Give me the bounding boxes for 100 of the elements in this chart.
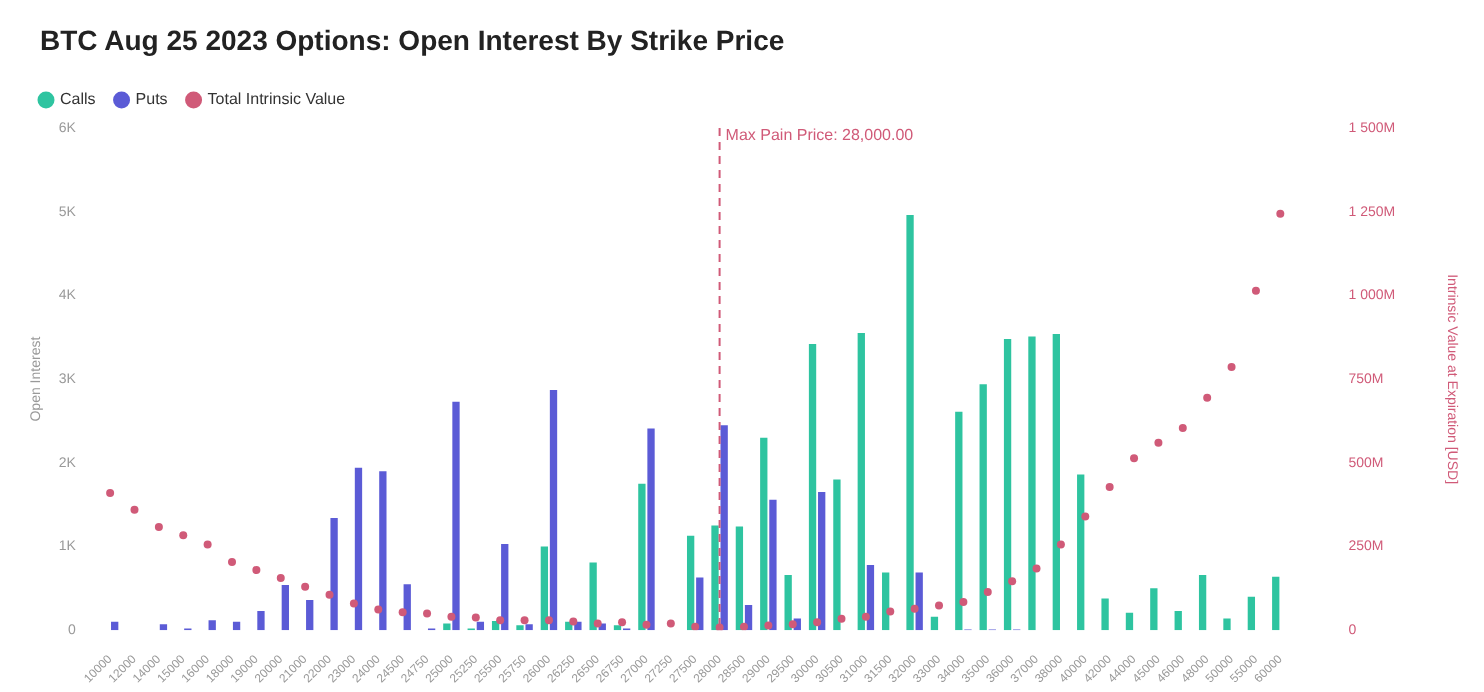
point [813,618,822,627]
point [520,616,529,625]
bar [232,621,241,631]
bar [769,499,777,631]
bar [589,562,597,631]
bar [501,544,509,631]
point [959,598,968,607]
point [1178,423,1187,432]
point [666,619,675,628]
ref-line-label: Max Pain Price: 28,000.00 [725,126,915,145]
point [1105,482,1114,491]
bar [516,625,524,631]
point [398,608,407,617]
legend-label: Total Intrinsic Value [207,90,347,109]
point [691,622,700,631]
bar [525,624,533,631]
bar [882,572,890,631]
point [1203,393,1212,402]
bar [549,389,558,631]
point [179,531,188,540]
bar [760,437,768,631]
point [739,622,748,631]
point [276,573,285,582]
bar [379,471,387,631]
point [618,618,627,627]
point [154,523,163,532]
point [301,582,310,591]
bar [857,333,865,631]
bar [281,585,289,631]
point [1251,286,1260,295]
bar [443,623,451,631]
bar [818,492,826,631]
bar [1150,588,1158,631]
bar [1272,576,1280,631]
bar [735,526,744,631]
bar [257,610,265,631]
point [1154,438,1163,447]
point [374,605,383,614]
legend-label: Calls [60,90,96,109]
bar [1174,610,1182,631]
point [349,599,358,608]
point [715,623,724,631]
point [325,590,334,599]
point [1227,363,1236,372]
bar [111,621,119,631]
point [423,609,432,618]
bar [955,411,963,631]
point [935,601,944,610]
bar [833,479,841,631]
point [130,505,139,514]
point [886,607,895,616]
point [642,620,651,629]
legend-label: Puts [135,90,168,109]
bar [1125,612,1134,631]
bar [1223,618,1231,631]
point [106,488,115,497]
bar [476,621,485,631]
bar [403,584,411,631]
bar [686,535,695,631]
point [983,588,992,597]
bar [696,577,704,631]
point [252,565,261,574]
bar [1028,336,1036,631]
bar [208,620,216,631]
point [1130,454,1139,463]
point [1081,512,1090,521]
point [544,616,553,625]
point [569,617,578,626]
point [910,604,919,613]
bar [647,428,655,631]
bar [711,525,719,631]
bar [540,546,549,631]
bar [979,384,987,631]
point [1032,564,1041,573]
point [1008,577,1017,586]
bar [866,564,875,631]
bar [915,572,923,631]
bar [638,483,646,631]
point [228,557,237,566]
bar [906,215,914,631]
point [1056,540,1065,549]
bar [1003,338,1012,631]
bar [613,625,622,631]
bar [1052,333,1060,631]
bar [330,518,338,631]
bar [306,600,314,631]
point [593,619,602,628]
chart-title: BTC Aug 25 2023 Options: Open Interest By Strike Price [40,24,785,56]
point [203,540,212,549]
point [471,613,480,622]
bar [808,343,817,631]
bar [784,574,792,631]
bar [1247,596,1256,631]
point [447,612,456,621]
bar [1077,474,1085,631]
point [837,614,846,623]
point [861,612,870,621]
bar [930,616,939,631]
bar [720,425,728,631]
bar [452,401,460,631]
